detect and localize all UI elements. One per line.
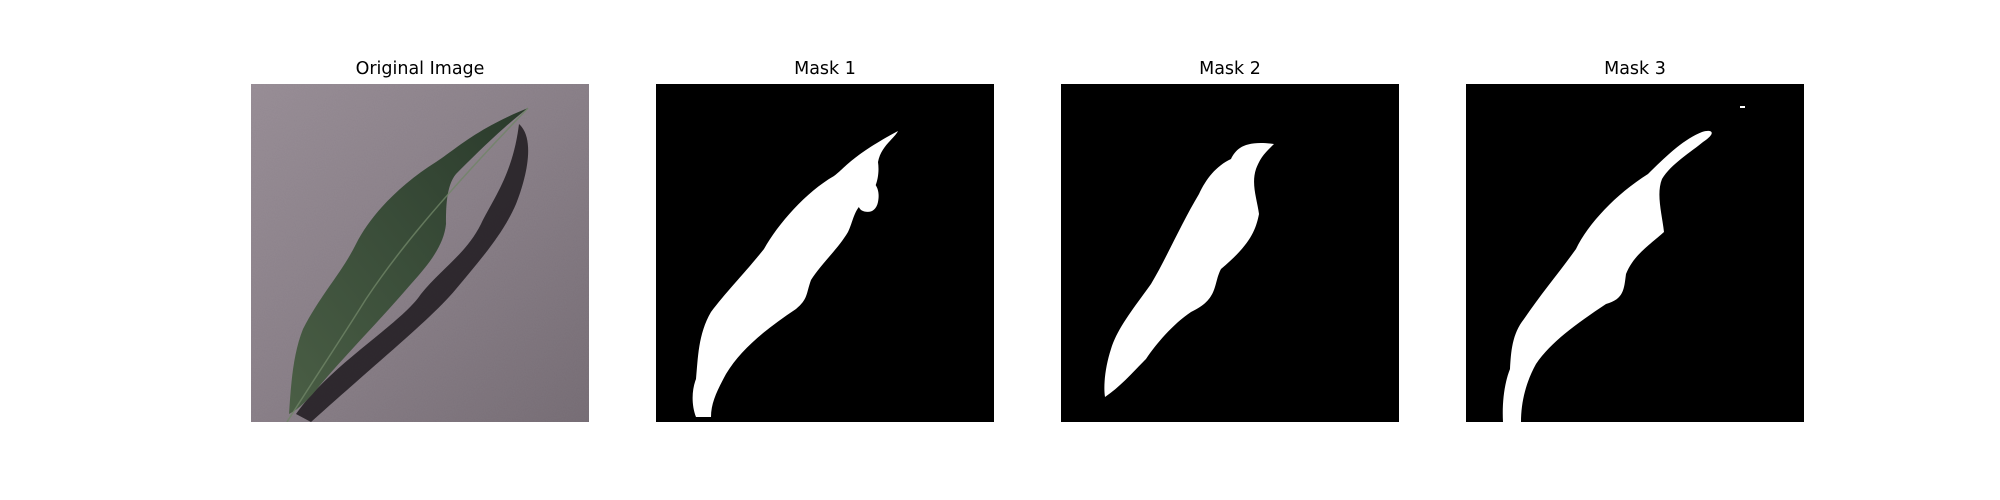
mask-1-shape (692, 131, 898, 417)
mask-1-panel (656, 84, 994, 422)
leaf-photo (251, 84, 589, 422)
mask-3-title: Mask 3 (1604, 59, 1666, 79)
mask-3-shape (1502, 130, 1712, 422)
mask-2-shape (1104, 143, 1274, 397)
mask-3-panel (1466, 84, 1804, 422)
mask-1-image (656, 84, 994, 422)
mask-3-image (1466, 84, 1804, 422)
original-image-panel (251, 84, 589, 422)
mask-2-panel (1061, 84, 1399, 422)
mask-1-title: Mask 1 (794, 59, 856, 79)
mask-3-speck (1740, 106, 1745, 108)
mask-2-title: Mask 2 (1199, 59, 1261, 79)
leaf (289, 108, 528, 414)
original-image-title: Original Image (355, 59, 485, 79)
leaf-shadow (296, 124, 529, 422)
leaf-midrib (286, 107, 529, 422)
mask-2-image (1061, 84, 1399, 422)
